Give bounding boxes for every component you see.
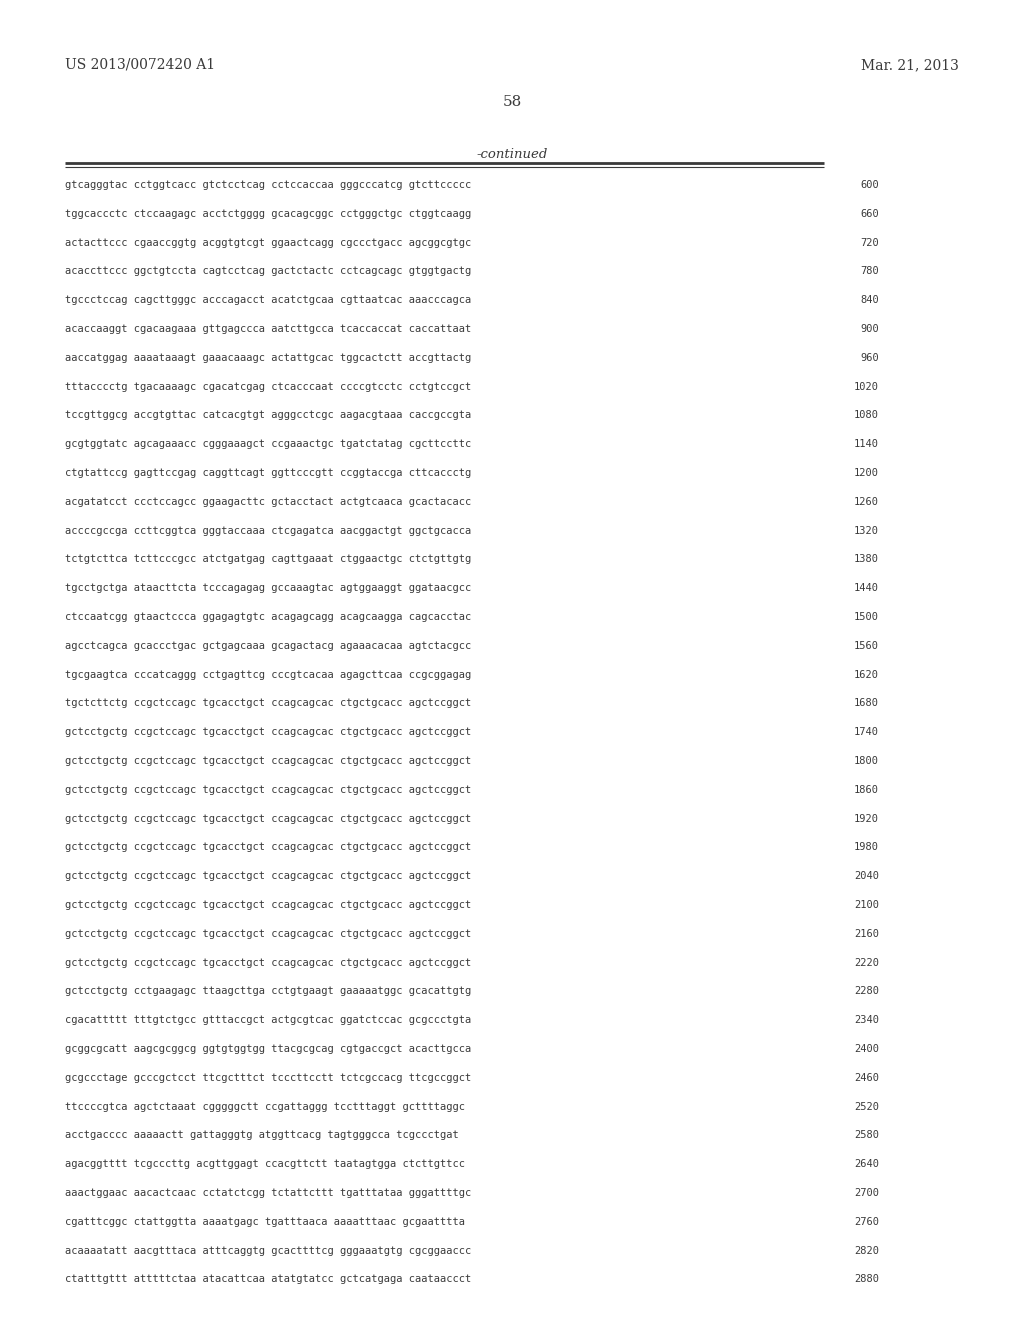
Text: tccgttggcg accgtgttac catcacgtgt agggcctcgc aagacgtaaa caccgccgta: tccgttggcg accgtgttac catcacgtgt agggcct… [65,411,471,420]
Text: gctcctgctg ccgctccagc tgcacctgct ccagcagcac ctgctgcacc agctccggct: gctcctgctg ccgctccagc tgcacctgct ccagcag… [65,957,471,968]
Text: 780: 780 [860,267,879,276]
Text: 2760: 2760 [854,1217,879,1226]
Text: ttccccgtca agctctaaat cgggggctt ccgattaggg tcctttaggt gcttttaggc: ttccccgtca agctctaaat cgggggctt ccgattag… [65,1102,465,1111]
Text: 2100: 2100 [854,900,879,909]
Text: 1800: 1800 [854,756,879,766]
Text: gctcctgctg ccgctccagc tgcacctgct ccagcagcac ctgctgcacc agctccggct: gctcctgctg ccgctccagc tgcacctgct ccagcag… [65,756,471,766]
Text: 1200: 1200 [854,469,879,478]
Text: 2340: 2340 [854,1015,879,1026]
Text: 1080: 1080 [854,411,879,420]
Text: cgatttcggc ctattggtta aaaatgagc tgatttaaca aaaatttaac gcgaatttta: cgatttcggc ctattggtta aaaatgagc tgatttaa… [65,1217,465,1226]
Text: ctgtattccg gagttccgag caggttcagt ggttcccgtt ccggtaccga cttcaccctg: ctgtattccg gagttccgag caggttcagt ggttccc… [65,469,471,478]
Text: 2040: 2040 [854,871,879,882]
Text: acgatatcct ccctccagcc ggaagacttc gctacctact actgtcaaca gcactacacc: acgatatcct ccctccagcc ggaagacttc gctacct… [65,496,471,507]
Text: 1440: 1440 [854,583,879,593]
Text: gtcagggtac cctggtcacc gtctcctcag cctccaccaa gggcccatcg gtcttccccc: gtcagggtac cctggtcacc gtctcctcag cctccac… [65,180,471,190]
Text: 960: 960 [860,352,879,363]
Text: tctgtcttca tcttcccgcc atctgatgag cagttgaaat ctggaactgc ctctgttgtg: tctgtcttca tcttcccgcc atctgatgag cagttga… [65,554,471,565]
Text: agcctcagca gcaccctgac gctgagcaaa gcagactacg agaaacacaa agtctacgcc: agcctcagca gcaccctgac gctgagcaaa gcagact… [65,640,471,651]
Text: 2520: 2520 [854,1102,879,1111]
Text: acctgacccc aaaaactt gattagggtg atggttcacg tagtgggcca tcgccctgat: acctgacccc aaaaactt gattagggtg atggttcac… [65,1130,459,1140]
Text: 2640: 2640 [854,1159,879,1170]
Text: gctcctgctg ccgctccagc tgcacctgct ccagcagcac ctgctgcacc agctccggct: gctcctgctg ccgctccagc tgcacctgct ccagcag… [65,929,471,939]
Text: acaccttccc ggctgtccta cagtcctcag gactctactc cctcagcagc gtggtgactg: acaccttccc ggctgtccta cagtcctcag gactcta… [65,267,471,276]
Text: 1140: 1140 [854,440,879,449]
Text: tgccctccag cagcttgggc acccagacct acatctgcaa cgttaatcac aaacccagca: tgccctccag cagcttgggc acccagacct acatctg… [65,296,471,305]
Text: tgcctgctga ataacttcta tcccagagag gccaaagtac agtggaaggt ggataacgcc: tgcctgctga ataacttcta tcccagagag gccaaag… [65,583,471,593]
Text: gctcctgctg ccgctccagc tgcacctgct ccagcagcac ctgctgcacc agctccggct: gctcctgctg ccgctccagc tgcacctgct ccagcag… [65,813,471,824]
Text: 1920: 1920 [854,813,879,824]
Text: agacggtttt tcgcccttg acgttggagt ccacgttctt taatagtgga ctcttgttcc: agacggtttt tcgcccttg acgttggagt ccacgttc… [65,1159,465,1170]
Text: 1260: 1260 [854,496,879,507]
Text: ctatttgttt atttttctaa atacattcaa atatgtatcc gctcatgaga caataaccct: ctatttgttt atttttctaa atacattcaa atatgta… [65,1274,471,1284]
Text: 900: 900 [860,323,879,334]
Text: 2400: 2400 [854,1044,879,1053]
Text: 1380: 1380 [854,554,879,565]
Text: 2160: 2160 [854,929,879,939]
Text: tgctcttctg ccgctccagc tgcacctgct ccagcagcac ctgctgcacc agctccggct: tgctcttctg ccgctccagc tgcacctgct ccagcag… [65,698,471,709]
Text: gcgtggtatc agcagaaacc cgggaaagct ccgaaactgc tgatctatag cgcttccttc: gcgtggtatc agcagaaacc cgggaaagct ccgaaac… [65,440,471,449]
Text: 600: 600 [860,180,879,190]
Text: 1500: 1500 [854,612,879,622]
Text: 2580: 2580 [854,1130,879,1140]
Text: tggcaccctc ctccaagagc acctctgggg gcacagcggc cctgggctgc ctggtcaagg: tggcaccctc ctccaagagc acctctgggg gcacagc… [65,209,471,219]
Text: ctccaatcgg gtaactccca ggagagtgtc acagagcagg acagcaagga cagcacctac: ctccaatcgg gtaactccca ggagagtgtc acagagc… [65,612,471,622]
Text: 1560: 1560 [854,640,879,651]
Text: tgcgaagtca cccatcaggg cctgagttcg cccgtcacaa agagcttcaa ccgcggagag: tgcgaagtca cccatcaggg cctgagttcg cccgtca… [65,669,471,680]
Text: gctcctgctg cctgaagagc ttaagcttga cctgtgaagt gaaaaatggc gcacattgtg: gctcctgctg cctgaagagc ttaagcttga cctgtga… [65,986,471,997]
Text: gcggcgcatt aagcgcggcg ggtgtggtgg ttacgcgcag cgtgaccgct acacttgcca: gcggcgcatt aagcgcggcg ggtgtggtgg ttacgcg… [65,1044,471,1053]
Text: 58: 58 [503,95,521,110]
Text: cgacattttt tttgtctgcc gtttaccgct actgcgtcac ggatctccac gcgccctgta: cgacattttt tttgtctgcc gtttaccgct actgcgt… [65,1015,471,1026]
Text: 1620: 1620 [854,669,879,680]
Text: 2460: 2460 [854,1073,879,1082]
Text: Mar. 21, 2013: Mar. 21, 2013 [861,58,959,73]
Text: aaccatggag aaaataaagt gaaacaaagc actattgcac tggcactctt accgttactg: aaccatggag aaaataaagt gaaacaaagc actattg… [65,352,471,363]
Text: gctcctgctg ccgctccagc tgcacctgct ccagcagcac ctgctgcacc agctccggct: gctcctgctg ccgctccagc tgcacctgct ccagcag… [65,842,471,853]
Text: 1740: 1740 [854,727,879,737]
Text: tttacccctg tgacaaaagc cgacatcgag ctcacccaat ccccgtcctc cctgtccgct: tttacccctg tgacaaaagc cgacatcgag ctcaccc… [65,381,471,392]
Text: gctcctgctg ccgctccagc tgcacctgct ccagcagcac ctgctgcacc agctccggct: gctcctgctg ccgctccagc tgcacctgct ccagcag… [65,785,471,795]
Text: 1680: 1680 [854,698,879,709]
Text: US 2013/0072420 A1: US 2013/0072420 A1 [65,58,215,73]
Text: 1020: 1020 [854,381,879,392]
Text: accccgccga ccttcggtca gggtaccaaa ctcgagatca aacggactgt ggctgcacca: accccgccga ccttcggtca gggtaccaaa ctcgaga… [65,525,471,536]
Text: 720: 720 [860,238,879,248]
Text: 840: 840 [860,296,879,305]
Text: gcgccctage gcccgctcct ttcgctttct tcccttcctt tctcgccacg ttcgccggct: gcgccctage gcccgctcct ttcgctttct tcccttc… [65,1073,471,1082]
Text: acaaaatatt aacgtttaca atttcaggtg gcacttttcg gggaaatgtg cgcggaaccc: acaaaatatt aacgtttaca atttcaggtg gcacttt… [65,1246,471,1255]
Text: 1320: 1320 [854,525,879,536]
Text: gctcctgctg ccgctccagc tgcacctgct ccagcagcac ctgctgcacc agctccggct: gctcctgctg ccgctccagc tgcacctgct ccagcag… [65,871,471,882]
Text: gctcctgctg ccgctccagc tgcacctgct ccagcagcac ctgctgcacc agctccggct: gctcctgctg ccgctccagc tgcacctgct ccagcag… [65,727,471,737]
Text: 2700: 2700 [854,1188,879,1199]
Text: actacttccc cgaaccggtg acggtgtcgt ggaactcagg cgccctgacc agcggcgtgc: actacttccc cgaaccggtg acggtgtcgt ggaactc… [65,238,471,248]
Text: 2220: 2220 [854,957,879,968]
Text: 2280: 2280 [854,986,879,997]
Text: 2820: 2820 [854,1246,879,1255]
Text: aaactggaac aacactcaac cctatctcgg tctattcttt tgatttataa gggattttgc: aaactggaac aacactcaac cctatctcgg tctattc… [65,1188,471,1199]
Text: 2880: 2880 [854,1274,879,1284]
Text: -continued: -continued [476,148,548,161]
Text: gctcctgctg ccgctccagc tgcacctgct ccagcagcac ctgctgcacc agctccggct: gctcctgctg ccgctccagc tgcacctgct ccagcag… [65,900,471,909]
Text: 1860: 1860 [854,785,879,795]
Text: acaccaaggt cgacaagaaa gttgagccca aatcttgcca tcaccaccat caccattaat: acaccaaggt cgacaagaaa gttgagccca aatcttg… [65,323,471,334]
Text: 660: 660 [860,209,879,219]
Text: 1980: 1980 [854,842,879,853]
